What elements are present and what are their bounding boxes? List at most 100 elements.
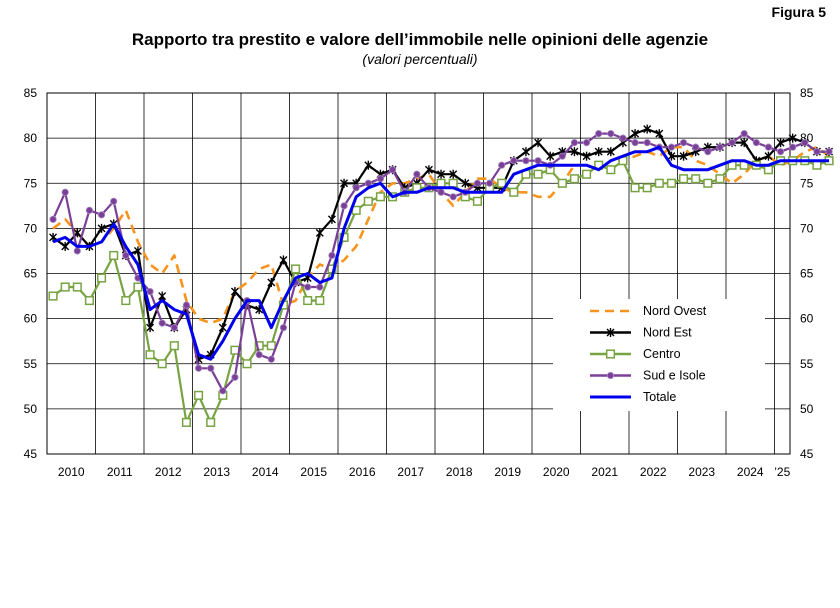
data-point bbox=[472, 196, 482, 206]
legend-item: Centro bbox=[590, 347, 681, 361]
legend-label: Nord Est bbox=[643, 326, 692, 340]
x-tick-label: 2024 bbox=[737, 465, 764, 479]
y-tick-label-left: 60 bbox=[24, 312, 38, 326]
data-point bbox=[667, 143, 676, 151]
data-point bbox=[146, 287, 154, 296]
data-point bbox=[304, 283, 312, 291]
data-point bbox=[533, 169, 543, 179]
data-point bbox=[352, 184, 360, 192]
data-point bbox=[764, 143, 773, 151]
series-totale bbox=[52, 145, 830, 361]
y-tick-label-right: 55 bbox=[800, 357, 814, 371]
legend-item: Sud e Isole bbox=[590, 369, 706, 383]
data-point bbox=[449, 193, 457, 201]
y-tick-label-right: 45 bbox=[800, 447, 814, 461]
data-point bbox=[97, 211, 106, 219]
data-point bbox=[582, 169, 592, 179]
data-point bbox=[570, 139, 579, 147]
legend-item: Nord Est bbox=[590, 326, 692, 340]
data-point bbox=[375, 192, 385, 202]
x-tick-label: 2022 bbox=[640, 465, 667, 479]
y-tick-label-left: 45 bbox=[24, 447, 38, 461]
data-point bbox=[715, 174, 725, 184]
data-point bbox=[619, 134, 627, 142]
data-point bbox=[557, 178, 567, 188]
legend-label: Sud e Isole bbox=[643, 369, 706, 383]
legend-item: Totale bbox=[590, 390, 676, 404]
data-point bbox=[206, 417, 216, 427]
y-tick-label-right: 75 bbox=[800, 176, 814, 190]
legend: Nord Ovest Nord Est Centro Sud e Isole Total… bbox=[553, 299, 765, 411]
data-point bbox=[728, 139, 736, 147]
y-tick-label-left: 55 bbox=[24, 357, 38, 371]
data-point bbox=[582, 139, 591, 147]
data-point bbox=[207, 364, 215, 372]
data-point bbox=[666, 178, 676, 188]
data-point bbox=[122, 251, 130, 260]
data-point bbox=[606, 165, 616, 175]
data-point bbox=[485, 179, 494, 187]
data-point bbox=[448, 178, 458, 188]
y-tick-label-right: 50 bbox=[800, 402, 814, 416]
data-point bbox=[328, 251, 336, 260]
data-point bbox=[630, 183, 640, 193]
series-line bbox=[52, 145, 830, 361]
data-point bbox=[242, 359, 252, 369]
x-tick-label: 2011 bbox=[107, 465, 133, 479]
data-point bbox=[606, 371, 615, 380]
data-point bbox=[316, 283, 324, 291]
data-point bbox=[48, 291, 58, 301]
x-tick-label: 2023 bbox=[688, 465, 715, 479]
data-point bbox=[121, 296, 131, 306]
data-point bbox=[133, 282, 143, 292]
x-tick-label: 2020 bbox=[543, 465, 570, 479]
data-point bbox=[49, 215, 57, 223]
chart-title: Rapporto tra prestito e valore dell’immo… bbox=[131, 30, 709, 49]
data-point bbox=[510, 157, 518, 165]
data-point bbox=[752, 139, 760, 147]
data-point bbox=[72, 282, 82, 292]
data-point bbox=[181, 417, 191, 427]
data-point bbox=[84, 296, 94, 306]
data-point bbox=[231, 373, 239, 381]
data-point bbox=[182, 301, 191, 309]
data-point bbox=[145, 350, 155, 360]
data-point bbox=[158, 319, 166, 327]
data-point bbox=[534, 157, 542, 165]
data-point bbox=[607, 130, 615, 138]
data-point bbox=[340, 202, 348, 210]
data-point bbox=[413, 170, 421, 178]
data-point bbox=[763, 165, 773, 175]
data-point bbox=[595, 130, 603, 138]
data-point bbox=[436, 178, 446, 188]
data-point bbox=[679, 174, 689, 184]
y-tick-label-left: 50 bbox=[24, 402, 38, 416]
data-point bbox=[497, 178, 507, 188]
data-point bbox=[254, 341, 264, 351]
x-tick-label: ’25 bbox=[774, 465, 790, 479]
data-point bbox=[303, 296, 313, 306]
data-point bbox=[363, 196, 373, 206]
data-point bbox=[279, 324, 288, 332]
data-point bbox=[109, 250, 119, 260]
legend-item: Nord Ovest bbox=[590, 304, 707, 318]
data-point bbox=[642, 183, 652, 193]
data-point bbox=[498, 161, 506, 169]
data-point bbox=[473, 179, 482, 187]
data-point bbox=[522, 157, 530, 165]
data-point bbox=[631, 139, 639, 147]
legend-label: Nord Ovest bbox=[643, 304, 707, 318]
data-point bbox=[194, 390, 204, 400]
data-point bbox=[813, 148, 821, 156]
data-point bbox=[266, 341, 276, 351]
x-tick-label: 2010 bbox=[58, 465, 85, 479]
figure-label: Figura 5 bbox=[771, 4, 826, 20]
x-tick-label: 2016 bbox=[349, 465, 376, 479]
data-point bbox=[716, 143, 724, 151]
data-point bbox=[801, 139, 809, 147]
data-point bbox=[194, 364, 203, 372]
y-tick-label-left: 80 bbox=[24, 131, 38, 145]
data-point bbox=[315, 296, 325, 306]
data-point bbox=[376, 175, 385, 183]
x-tick-label: 2017 bbox=[397, 465, 424, 479]
